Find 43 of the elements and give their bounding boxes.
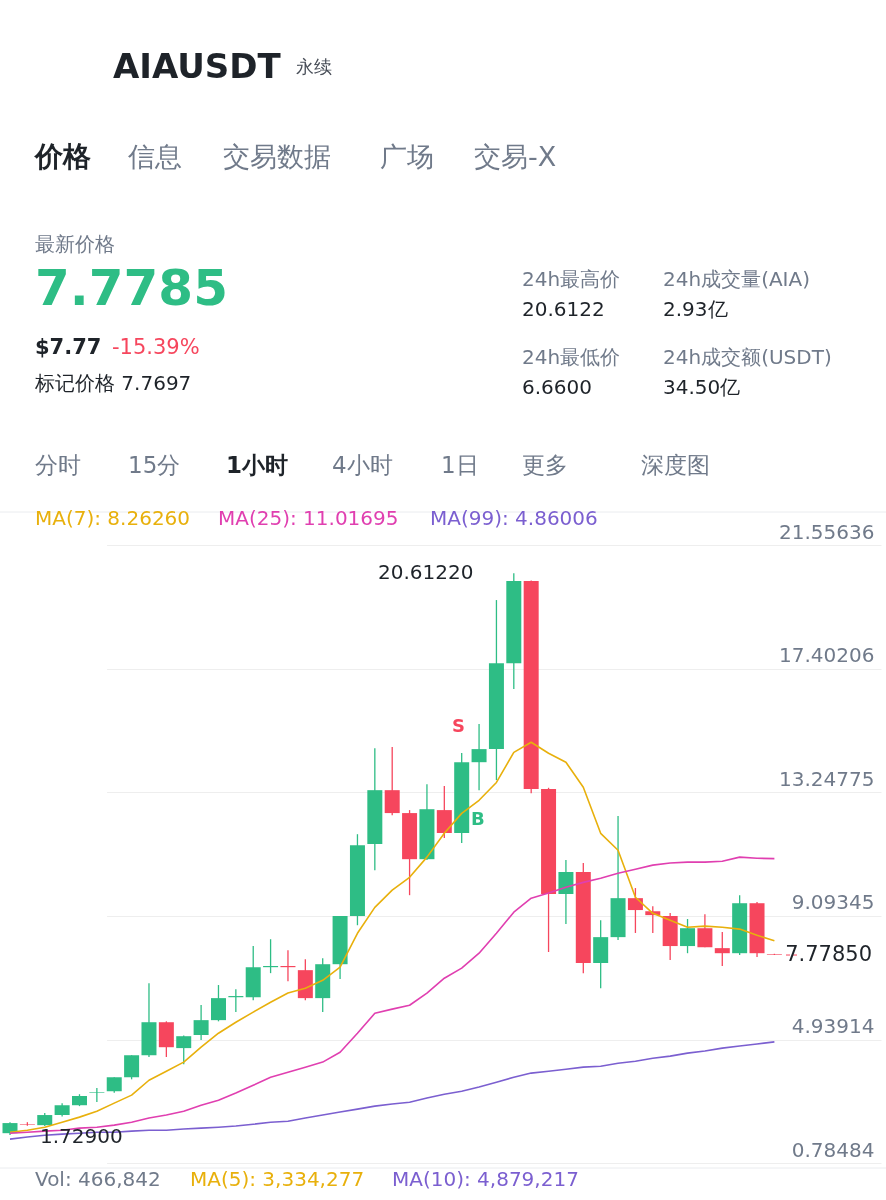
text: 信息 [128,141,182,172]
annotation: Vol: 466,842 [35,1167,161,1191]
annotation: 20.61220 [378,560,474,584]
text: 34.50亿 [663,375,741,399]
text: MA(25): 11.01695 [218,506,399,530]
text: 分时 [35,452,81,478]
text: 24h最高价 [522,267,621,291]
y-tick-label: 21.55636 [779,519,875,544]
annotation: B [471,808,485,829]
y-tick-label: 13.24775 [779,766,875,791]
text: 4小时 [332,452,393,478]
text: 标记价格 7.7697 [34,371,192,395]
text: 交易数据 [223,141,331,172]
y-tick-label: 17.40206 [779,643,875,668]
text: 1日 [441,452,479,478]
y-tick-label: 9.09345 [791,890,875,915]
annotation: S [452,715,465,736]
text: 2.93亿 [663,297,728,321]
text: 广场 [380,141,434,172]
text: 最新价格 [35,232,115,256]
text: 24h成交量(AIA) [663,267,810,291]
y-tick-label: 0.78484 [791,1137,875,1162]
annotation: MA(5): 3,334,277 [190,1167,365,1191]
text: 24h成交额(USDT) [663,345,832,369]
y-tick-label: 4.93914 [791,1014,875,1038]
text: 24h最低价 [522,345,621,369]
ref-line-label: 7.77850 [785,942,872,967]
text: 深度图 [641,452,710,478]
text: 更多 [522,452,568,478]
text: 价格 [34,140,91,173]
text: 20.6122 [522,297,605,321]
text: -15.39% [112,335,200,359]
text: 15分 [128,452,181,478]
chart-subtitle: 永续 [296,56,332,77]
chart-title: AIAUSDT [113,46,282,86]
text: 交易-X [474,141,557,172]
text: $7.77 [35,335,102,359]
annotation: MA(10): 4,879,217 [392,1167,579,1191]
text: 1小时 [226,452,289,478]
text: 6.6600 [522,375,592,399]
text: MA(7): 8.26260 [35,506,191,530]
text: 7.7785 [35,259,228,317]
text: MA(99): 4.86006 [430,506,598,530]
